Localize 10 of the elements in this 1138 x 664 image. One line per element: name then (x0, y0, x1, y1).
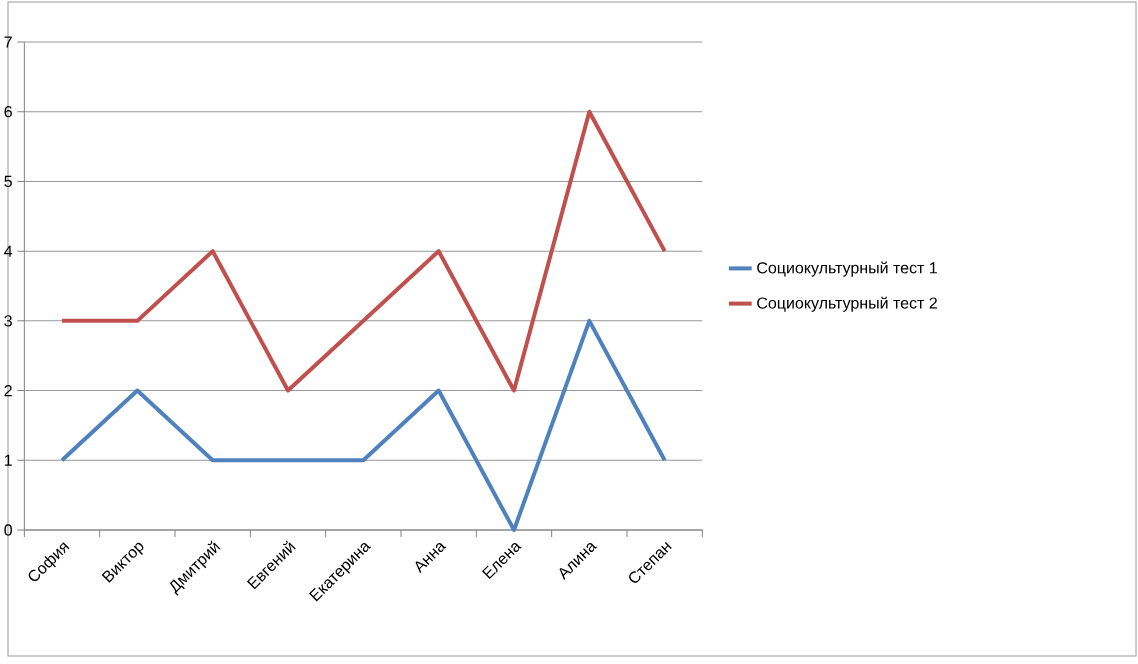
y-tick-label: 0 (4, 524, 13, 536)
y-tick-label: 5 (4, 175, 12, 188)
y-tick-label: 7 (4, 36, 12, 48)
y-tick-label: 3 (4, 315, 12, 327)
y-tick-label: 6 (4, 106, 12, 118)
legend-label: Социокультурный тест 2 (757, 296, 937, 312)
y-tick-label: 1 (4, 454, 12, 466)
y-tick-label: 2 (4, 384, 12, 397)
y-tick-label: 4 (4, 245, 13, 257)
legend-label: Социокультурный тест 1 (757, 261, 937, 277)
